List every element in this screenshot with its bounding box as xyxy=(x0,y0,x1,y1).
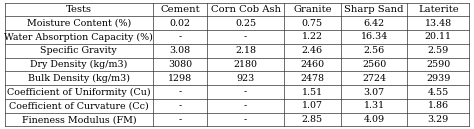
Text: 2.85: 2.85 xyxy=(302,115,323,124)
Text: 4.55: 4.55 xyxy=(428,87,449,96)
Text: 2590: 2590 xyxy=(426,60,450,69)
Text: 2460: 2460 xyxy=(301,60,324,69)
Text: -: - xyxy=(179,33,182,42)
Text: 0.75: 0.75 xyxy=(302,19,323,28)
Text: 3.07: 3.07 xyxy=(364,87,385,96)
Text: Moisture Content (%): Moisture Content (%) xyxy=(27,19,131,28)
Text: Fineness Modulus (FM): Fineness Modulus (FM) xyxy=(21,115,136,124)
Text: 1.51: 1.51 xyxy=(302,87,323,96)
Text: Coefficient of Curvature (Cc): Coefficient of Curvature (Cc) xyxy=(9,101,149,110)
Text: 923: 923 xyxy=(237,74,255,83)
Text: Tests: Tests xyxy=(66,5,92,14)
Text: 16.34: 16.34 xyxy=(361,33,388,42)
Text: 2560: 2560 xyxy=(362,60,386,69)
Text: -: - xyxy=(244,101,247,110)
Text: 3.08: 3.08 xyxy=(170,46,191,55)
Text: 2478: 2478 xyxy=(301,74,324,83)
Text: 20.11: 20.11 xyxy=(425,33,452,42)
Text: 4.09: 4.09 xyxy=(364,115,385,124)
Text: 1.31: 1.31 xyxy=(364,101,385,110)
Text: -: - xyxy=(179,115,182,124)
Text: 6.42: 6.42 xyxy=(364,19,385,28)
Text: 3080: 3080 xyxy=(168,60,192,69)
Text: Sharp Sand: Sharp Sand xyxy=(345,5,404,14)
Text: 2724: 2724 xyxy=(362,74,386,83)
Text: 2.56: 2.56 xyxy=(364,46,385,55)
Text: 2.46: 2.46 xyxy=(302,46,323,55)
Text: Cement: Cement xyxy=(160,5,200,14)
Text: 1.86: 1.86 xyxy=(428,101,449,110)
Text: 1298: 1298 xyxy=(168,74,192,83)
Text: -: - xyxy=(244,115,247,124)
Text: Bulk Density (kg/m3): Bulk Density (kg/m3) xyxy=(28,74,130,83)
Text: 2.59: 2.59 xyxy=(428,46,449,55)
Text: 2180: 2180 xyxy=(234,60,258,69)
Text: 0.02: 0.02 xyxy=(170,19,191,28)
Text: -: - xyxy=(244,87,247,96)
Text: Coefficient of Uniformity (Cu): Coefficient of Uniformity (Cu) xyxy=(7,87,151,97)
Text: 0.25: 0.25 xyxy=(235,19,256,28)
Text: -: - xyxy=(244,33,247,42)
Text: 2.18: 2.18 xyxy=(235,46,256,55)
Text: 3.29: 3.29 xyxy=(428,115,449,124)
Text: Laterite: Laterite xyxy=(418,5,459,14)
Text: Dry Density (kg/m3): Dry Density (kg/m3) xyxy=(30,60,128,69)
Text: 1.07: 1.07 xyxy=(302,101,323,110)
Text: 2939: 2939 xyxy=(426,74,451,83)
Text: Corn Cob Ash: Corn Cob Ash xyxy=(210,5,281,14)
Text: 1.22: 1.22 xyxy=(302,33,323,42)
Text: Granite: Granite xyxy=(293,5,332,14)
Text: -: - xyxy=(179,101,182,110)
Text: Specific Gravity: Specific Gravity xyxy=(40,46,117,55)
Text: 13.48: 13.48 xyxy=(425,19,452,28)
Text: Water Absorption Capacity (%): Water Absorption Capacity (%) xyxy=(4,32,153,42)
Text: -: - xyxy=(179,87,182,96)
